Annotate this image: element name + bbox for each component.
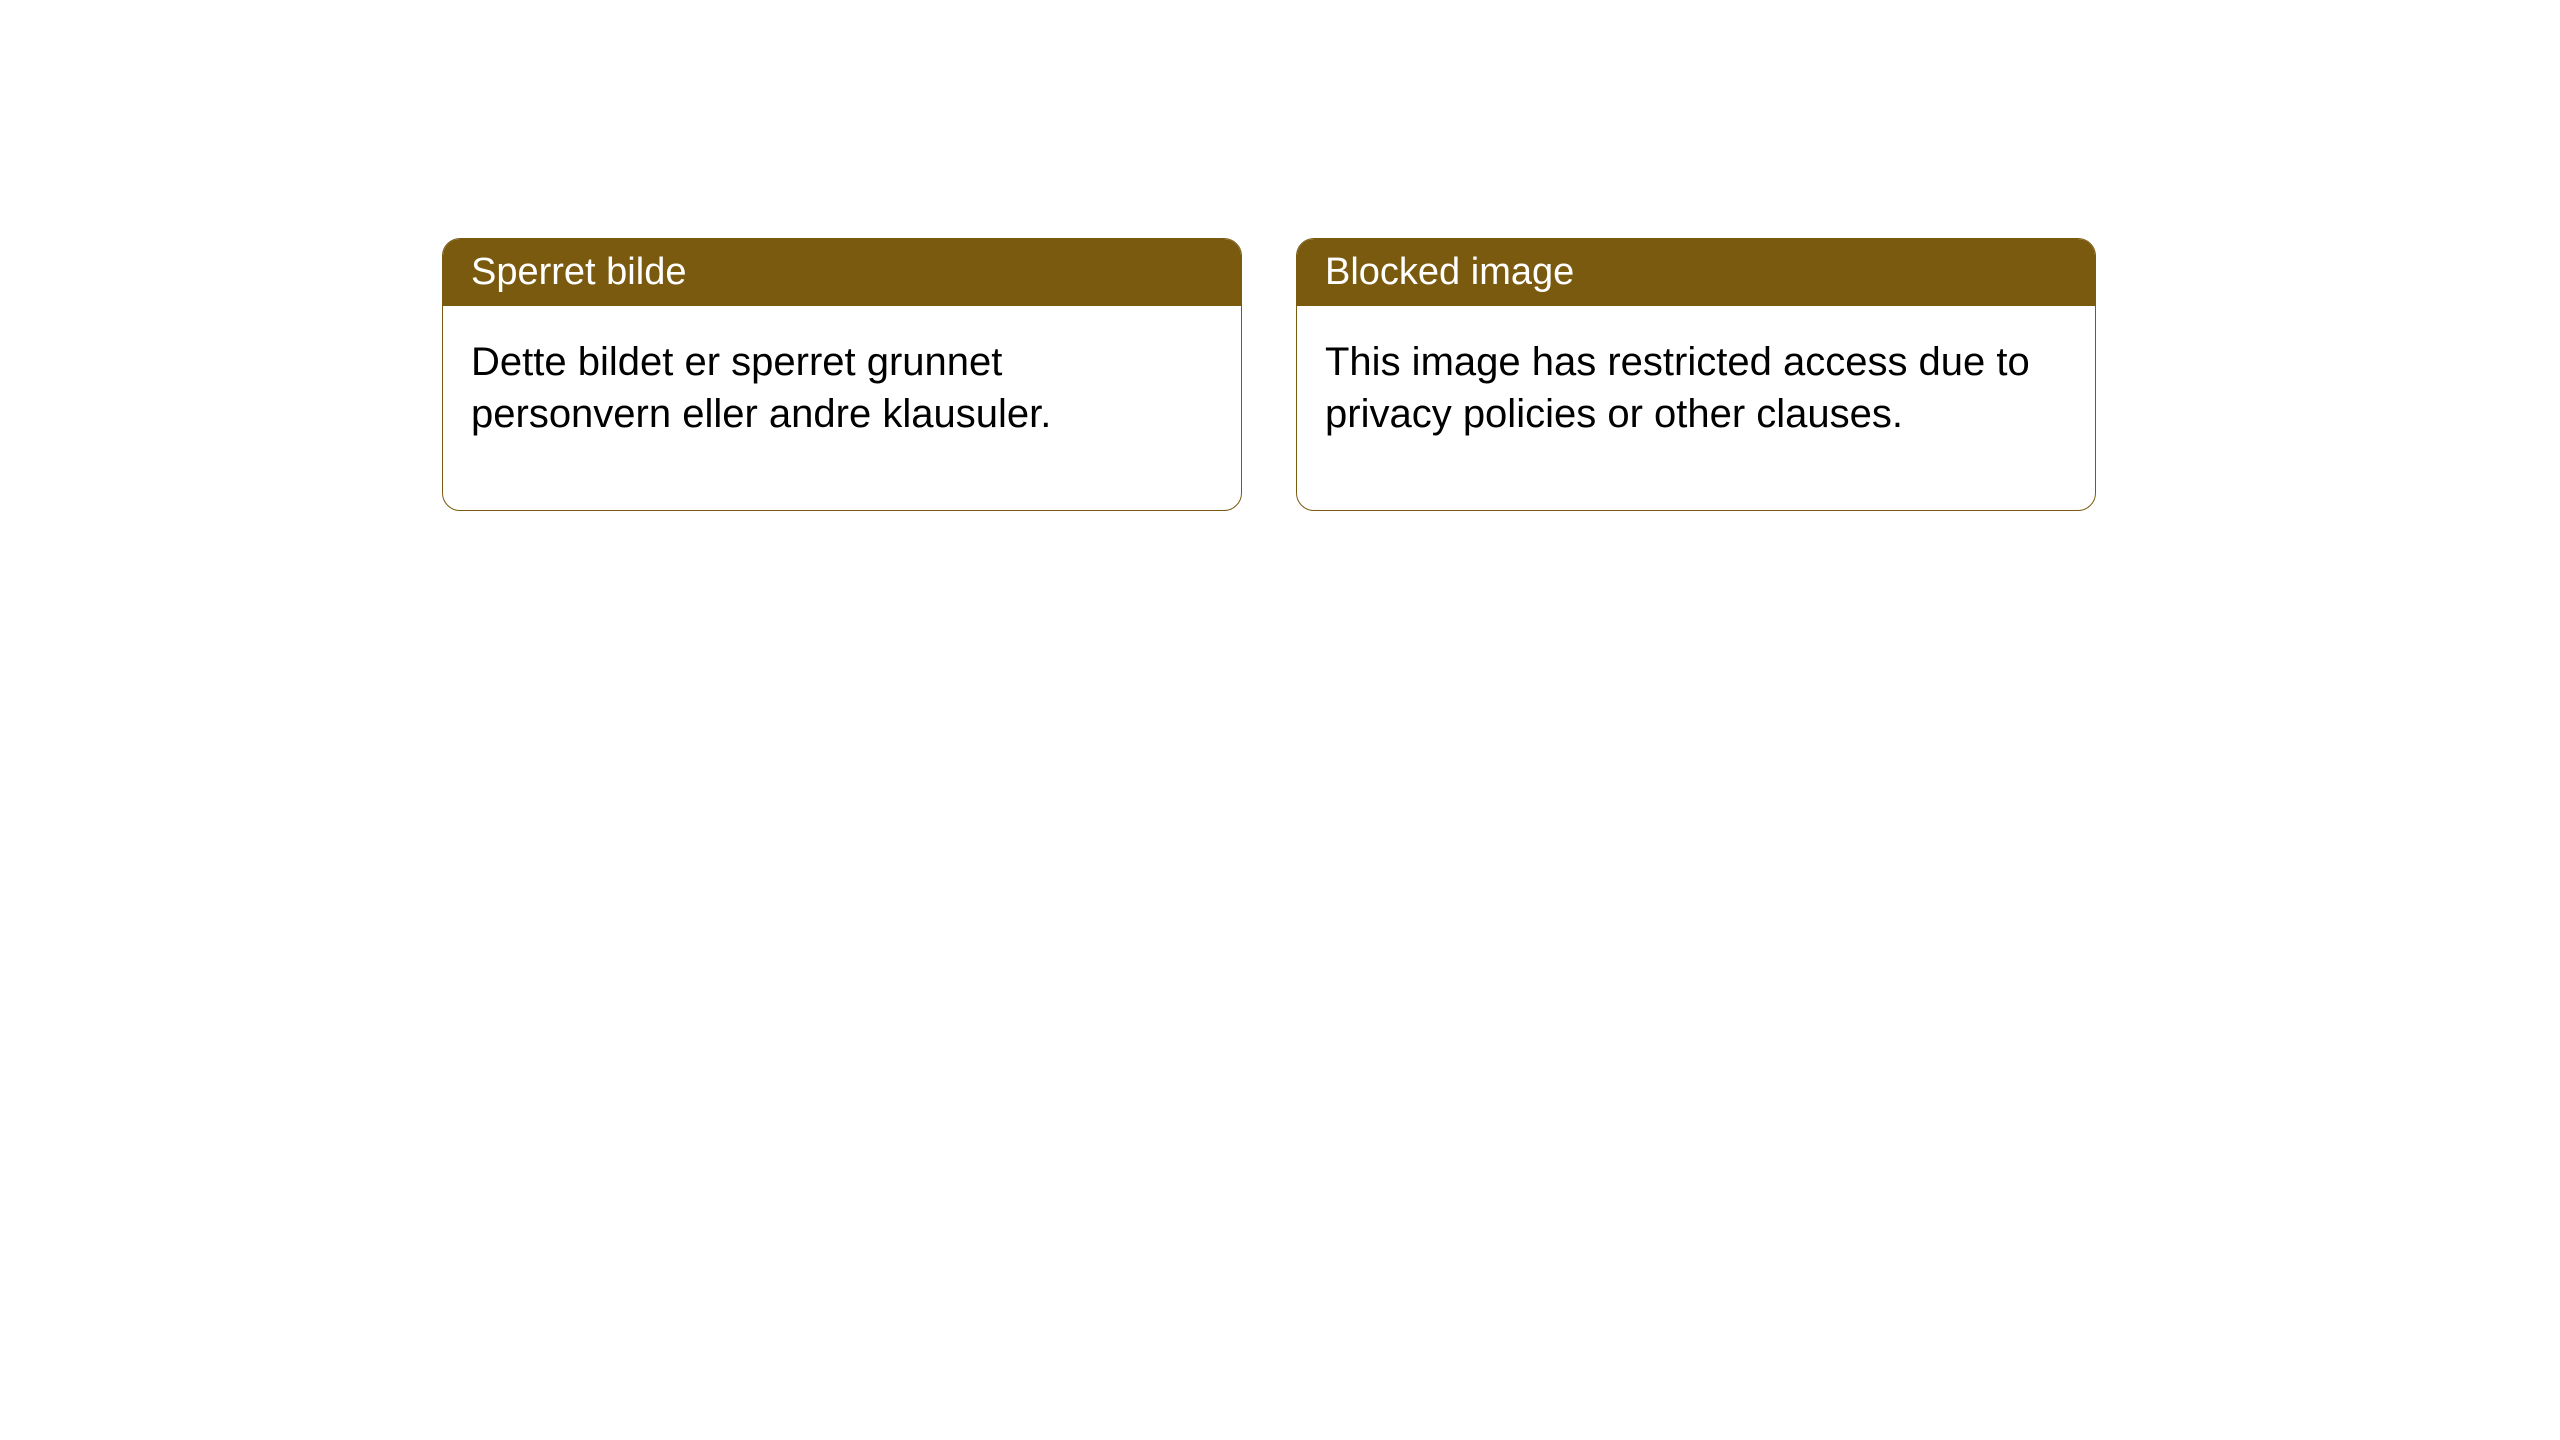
notice-text: Dette bildet er sperret grunnet personve… (471, 340, 1051, 436)
notice-body: Dette bildet er sperret grunnet personve… (443, 306, 1241, 510)
notice-card-norwegian: Sperret bilde Dette bildet er sperret gr… (442, 238, 1242, 511)
notice-header: Sperret bilde (443, 239, 1241, 306)
notice-title: Sperret bilde (471, 251, 686, 293)
notice-container: Sperret bilde Dette bildet er sperret gr… (442, 238, 2096, 511)
notice-card-english: Blocked image This image has restricted … (1296, 238, 2096, 511)
notice-header: Blocked image (1297, 239, 2095, 306)
notice-title: Blocked image (1325, 251, 1574, 293)
notice-text: This image has restricted access due to … (1325, 340, 2030, 436)
notice-body: This image has restricted access due to … (1297, 306, 2095, 510)
